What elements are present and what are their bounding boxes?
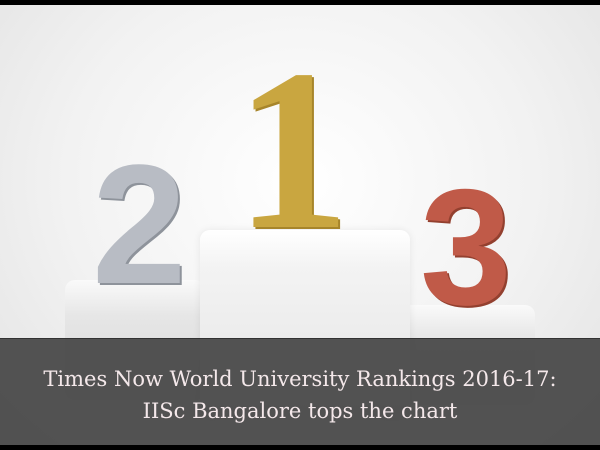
number-two: 2 [92, 130, 187, 320]
caption-line-2: IISc Bangalore tops the chart [142, 399, 458, 423]
podium-photo: 2 3 1 Times Now World University Ranking… [0, 5, 600, 445]
caption-overlay: Times Now World University Rankings 2016… [0, 338, 600, 445]
caption-line-1: Times Now World University Rankings 2016… [43, 367, 557, 391]
number-one: 1 [235, 22, 350, 277]
number-three: 3 [420, 155, 512, 339]
